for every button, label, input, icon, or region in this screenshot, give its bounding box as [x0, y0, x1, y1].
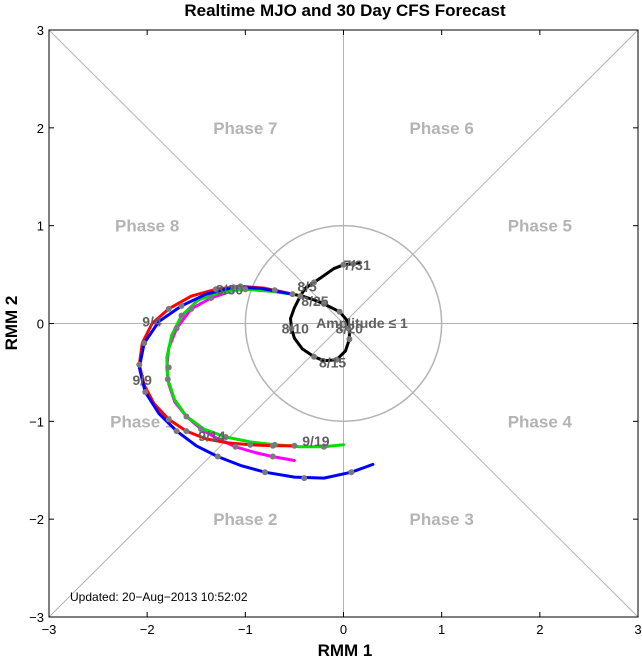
y-tick-label: −2 — [29, 512, 44, 527]
date-labels: 7/31 8/58/25 8/10 8/20 8/15 8/30 9/4 9/9 9/14 9/1… — [132, 257, 371, 449]
series-marker — [165, 364, 172, 371]
phase-guides — [48, 29, 639, 618]
series-marker — [269, 453, 276, 460]
series-marker — [237, 283, 244, 290]
series-marker — [142, 388, 149, 395]
series-marker — [261, 469, 268, 476]
date-label: 9/9 — [132, 372, 152, 388]
series-marker — [222, 433, 229, 440]
x-tick-label: 0 — [340, 622, 347, 637]
phase-label: Phase 3 — [410, 510, 474, 529]
date-label: 7/31 — [344, 257, 371, 273]
y-tick-label: −1 — [29, 414, 44, 429]
series-marker — [183, 413, 190, 420]
y-tick-label: 0 — [37, 317, 44, 332]
date-label: 9/19 — [302, 433, 329, 449]
phase-label: Phase 7 — [213, 119, 277, 138]
series-marker — [178, 302, 185, 309]
series-marker — [232, 443, 239, 450]
phase-label: Phase 1 — [110, 412, 174, 431]
series-marker — [183, 428, 190, 435]
series-marker — [288, 325, 295, 332]
phase-label: Phase 6 — [410, 119, 474, 138]
date-label: 8/30 — [216, 281, 243, 297]
y-axis-label: RMM 2 — [2, 296, 21, 351]
series-marker — [173, 325, 180, 332]
series-line — [165, 287, 345, 449]
amplitude-label: Amplitude ≤ 1 — [316, 315, 408, 331]
amplitude-circle — [244, 224, 443, 423]
series-line — [137, 285, 375, 480]
series-marker — [141, 340, 148, 347]
x-tick-label: 2 — [536, 622, 543, 637]
series-marker — [242, 286, 249, 293]
series-marker — [311, 353, 318, 360]
date-label: 9/14 — [198, 428, 225, 444]
y-tick-label: 1 — [37, 219, 44, 234]
y-tick-label: −3 — [29, 610, 44, 625]
series-marker — [271, 287, 278, 294]
series-marker — [340, 261, 347, 268]
y-tick-label: 3 — [37, 23, 44, 38]
x-axis-label: RMM 1 — [318, 641, 373, 659]
date-label: 8/20 — [336, 320, 363, 336]
date-label: 8/10 — [282, 320, 309, 336]
date-label: 8/25 — [301, 293, 328, 309]
chart-title: Realtime MJO and 30 Day CFS Forecast — [184, 1, 506, 20]
series-marker — [214, 453, 221, 460]
date-label: 9/4 — [142, 314, 162, 330]
series-marker — [207, 295, 214, 302]
series-marker — [164, 376, 171, 383]
x-tick-label: 3 — [634, 622, 641, 637]
phase-label: Phase 5 — [508, 217, 572, 236]
series-marker — [165, 416, 172, 423]
series-marker — [348, 469, 355, 476]
series-marker — [289, 291, 296, 298]
series-marker — [301, 475, 308, 482]
phase-label: Phase 2 — [213, 510, 277, 529]
series-marker — [230, 284, 237, 291]
series-marker — [320, 443, 327, 450]
series-marker — [188, 305, 195, 312]
date-label: 8/15 — [319, 355, 346, 371]
series-marker — [212, 286, 219, 293]
series-marker — [350, 260, 357, 267]
series-marker — [136, 361, 143, 368]
series-marker — [320, 300, 327, 307]
x-tick-label: −2 — [140, 622, 155, 637]
y-tick-label: 2 — [37, 121, 44, 136]
series-marker — [333, 356, 340, 363]
axis-ticks: −3−3 −2 −2 −1 −1 0 0 1 1 2 2 3 3 — [29, 23, 641, 637]
series-marker — [178, 312, 185, 319]
phase-label: Phase 8 — [115, 217, 179, 236]
series-line — [289, 261, 362, 363]
series-marker — [345, 325, 352, 332]
phase-label: Phase 4 — [508, 412, 573, 431]
series-marker — [165, 305, 172, 312]
series-marker — [291, 442, 298, 449]
series-marker — [336, 308, 343, 315]
series-marker — [297, 293, 304, 300]
phase-labels: Phase 1 Phase 2 Phase 3 Phase 4 Phase 5 Phase… — [110, 119, 572, 529]
x-tick-label: −1 — [238, 622, 253, 637]
x-tick-label: −3 — [42, 622, 57, 637]
series-marker — [173, 428, 180, 435]
series-marker — [247, 441, 254, 448]
series-marker — [269, 442, 276, 449]
series-marker — [198, 426, 205, 433]
series-line — [165, 287, 296, 462]
series-marker — [346, 336, 353, 343]
updated-timestamp: Updated: 20−Aug−2013 10:52:02 — [70, 590, 248, 604]
series-layer — [136, 260, 375, 482]
x-tick-label: 1 — [438, 622, 445, 637]
date-label: 8/5 — [297, 278, 317, 294]
series-marker — [311, 279, 318, 286]
